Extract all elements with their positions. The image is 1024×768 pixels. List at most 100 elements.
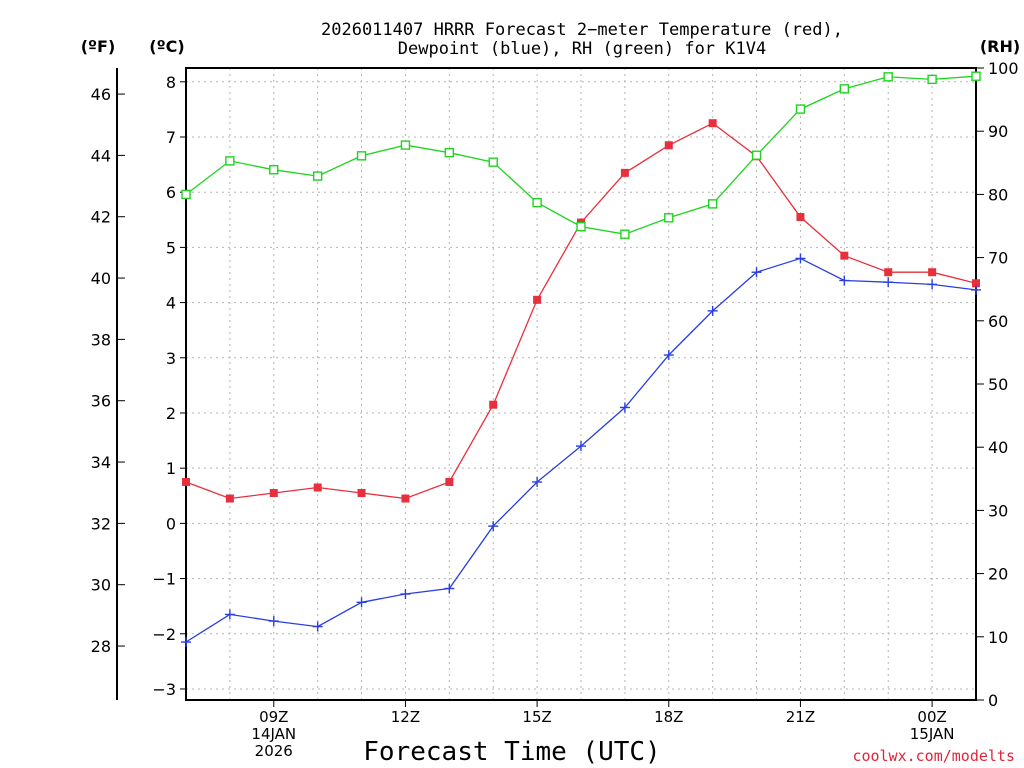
celsius-tick-label: 5: [166, 238, 176, 257]
celsius-tick-label: 8: [166, 73, 176, 92]
rh-point: [576, 221, 586, 232]
temperature-point: [972, 279, 980, 288]
rh-tick-label: 50: [988, 375, 1008, 394]
celsius-tick-label: 2: [166, 404, 176, 423]
x-axis-title: Forecast Time (UTC): [363, 737, 660, 767]
rh-point: [225, 156, 235, 166]
x-tick-label: 2026: [255, 742, 293, 760]
rh-tick-label: 10: [988, 628, 1008, 647]
fahrenheit-tick-label: 44: [91, 146, 111, 165]
dewpoint-point: [400, 589, 411, 600]
rh-point: [356, 151, 367, 161]
temperature-point: [796, 213, 805, 222]
x-tick-label: 21Z: [786, 708, 815, 726]
dewpoint-point: [663, 350, 674, 361]
dewpoint-point: [707, 305, 718, 316]
fahrenheit-tick-label: 32: [91, 514, 111, 533]
dewpoint-point: [224, 609, 235, 620]
dewpoint-point: [619, 402, 630, 413]
dewpoint-point: [795, 253, 806, 264]
x-tick-label: 14JAN: [251, 725, 296, 743]
fahrenheit-tick-label: 38: [91, 330, 111, 349]
dewpoint-point: [971, 284, 981, 295]
rh-tick-label: 100: [988, 59, 1019, 78]
temperature-point: [401, 494, 410, 503]
chart-title-line1: 2026011407 HRRR Forecast 2−meter Tempera…: [321, 20, 843, 40]
fahrenheit-tick-label: 40: [91, 269, 111, 288]
rh-tick-label: 30: [988, 501, 1008, 520]
rh-tick-label: 20: [988, 565, 1008, 584]
celsius-tick-label: −3: [152, 680, 176, 699]
rh-point: [620, 229, 630, 239]
temperature-point: [533, 295, 542, 304]
rh-point: [488, 157, 498, 167]
rh-tick-label: 0: [988, 691, 998, 710]
x-tick-label: 15JAN: [910, 725, 955, 743]
grid-lines: [186, 68, 976, 700]
x-tick-label: 00Z: [917, 708, 946, 726]
temperature-point: [664, 141, 673, 150]
chart-title-line2: Dewpoint (blue), RH (green) for K1V4: [398, 39, 766, 59]
x-tick-label: 15Z: [522, 708, 551, 726]
celsius-tick-label: 6: [166, 183, 176, 202]
rh-tick-label: 40: [988, 438, 1008, 457]
rh-point: [532, 197, 542, 208]
temperature-point: [182, 477, 190, 486]
celsius-tick-label: −1: [152, 570, 176, 589]
fahrenheit-unit-label: (ºF): [81, 37, 116, 56]
rh-point: [269, 165, 279, 175]
rh-point: [664, 213, 674, 223]
rh-point: [795, 104, 806, 114]
dewpoint-point: [927, 279, 938, 290]
celsius-tick-label: −2: [152, 625, 176, 644]
celsius-tick-label: 3: [166, 349, 176, 368]
celsius-tick-label: 0: [166, 514, 176, 533]
temperature-point: [840, 251, 849, 260]
rh-tick-label: 70: [988, 249, 1008, 268]
dewpoint-point: [839, 275, 850, 286]
dewpoint-point: [444, 583, 455, 594]
rh-point: [839, 84, 850, 94]
rh-tick-label: 80: [988, 185, 1008, 204]
rh-point: [312, 171, 323, 181]
rh-point: [751, 150, 762, 160]
dewpoint-point: [181, 637, 191, 648]
dewpoint-point: [356, 597, 367, 608]
axes: −3−2−10123456782830323436384042444601020…: [91, 59, 1019, 760]
fahrenheit-tick-label: 34: [91, 453, 111, 472]
x-tick-label: 12Z: [391, 708, 420, 726]
series-lines: [181, 71, 981, 648]
temperature-point: [489, 400, 498, 409]
temperature-point: [620, 168, 629, 177]
rh-tick-label: 60: [988, 312, 1008, 331]
dewpoint-point: [751, 267, 762, 278]
celsius-tick-label: 7: [166, 128, 176, 147]
rh-tick-label: 90: [988, 122, 1008, 141]
dewpoint-point: [576, 441, 586, 452]
rh-point: [883, 72, 893, 82]
temperature-point: [445, 477, 454, 486]
fahrenheit-tick-label: 28: [91, 637, 111, 656]
fahrenheit-tick-label: 30: [91, 576, 111, 595]
rh-point: [400, 140, 411, 150]
temperature-point: [225, 494, 234, 503]
x-tick-label: 18Z: [654, 708, 683, 726]
dewpoint-point: [312, 621, 323, 632]
temperature-point: [928, 268, 937, 277]
celsius-unit-label: (ºC): [149, 37, 184, 56]
plot-frame: [185, 67, 977, 701]
celsius-tick-label: 1: [166, 459, 176, 478]
rh-unit-label: (RH): [980, 37, 1020, 56]
dewpoint-point: [883, 277, 894, 288]
temperature-point: [269, 489, 278, 498]
credit-text[interactable]: coolwx.com/modelts: [852, 747, 1015, 765]
temperature-point: [357, 489, 366, 498]
rh-point: [707, 199, 718, 209]
rh-point: [971, 71, 981, 81]
dewpoint-point: [532, 476, 543, 487]
temperature-point: [884, 268, 893, 277]
rh-point: [181, 189, 191, 200]
fahrenheit-tick-label: 46: [91, 85, 111, 104]
celsius-tick-label: 4: [166, 294, 176, 313]
